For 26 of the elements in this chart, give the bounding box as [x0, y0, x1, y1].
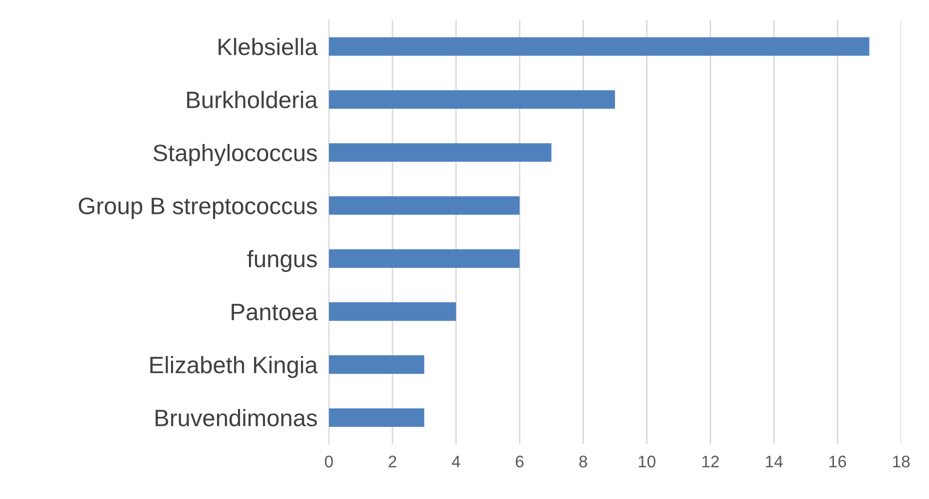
x-tick-label: 16: [830, 456, 846, 468]
y-tick-label: Staphylococcus: [153, 144, 317, 166]
x-tick-label: 18: [893, 456, 910, 468]
bar: [328, 143, 552, 162]
y-tick-label: Burkholderia: [187, 90, 318, 108]
y-tick-label: Group B streptococcus: [78, 198, 317, 219]
y-tick-label: Pantoea: [232, 304, 318, 320]
x-tick-label: 10: [638, 456, 656, 468]
x-tick-label: 0: [324, 456, 333, 468]
bar: [328, 249, 520, 268]
x-tick-label: 8: [579, 456, 588, 468]
bar: [328, 302, 456, 321]
bar: [328, 408, 424, 427]
bar: [328, 196, 520, 215]
x-tick-label: 2: [388, 456, 396, 468]
bar: [328, 37, 870, 56]
y-tick-label: Elizabeth Kingia: [150, 356, 318, 378]
x-tick-label: 12: [702, 456, 719, 468]
x-tick-label: 14: [766, 456, 783, 468]
x-tick-label: 6: [516, 456, 524, 468]
x-tick-label: 4: [452, 456, 460, 468]
bar: [328, 90, 615, 109]
y-tick-label: fungus: [247, 250, 317, 272]
y-tick-label: Klebsiella: [218, 38, 318, 56]
y-tick-label: Bruvendimonas: [156, 409, 317, 426]
bar: [328, 355, 424, 374]
